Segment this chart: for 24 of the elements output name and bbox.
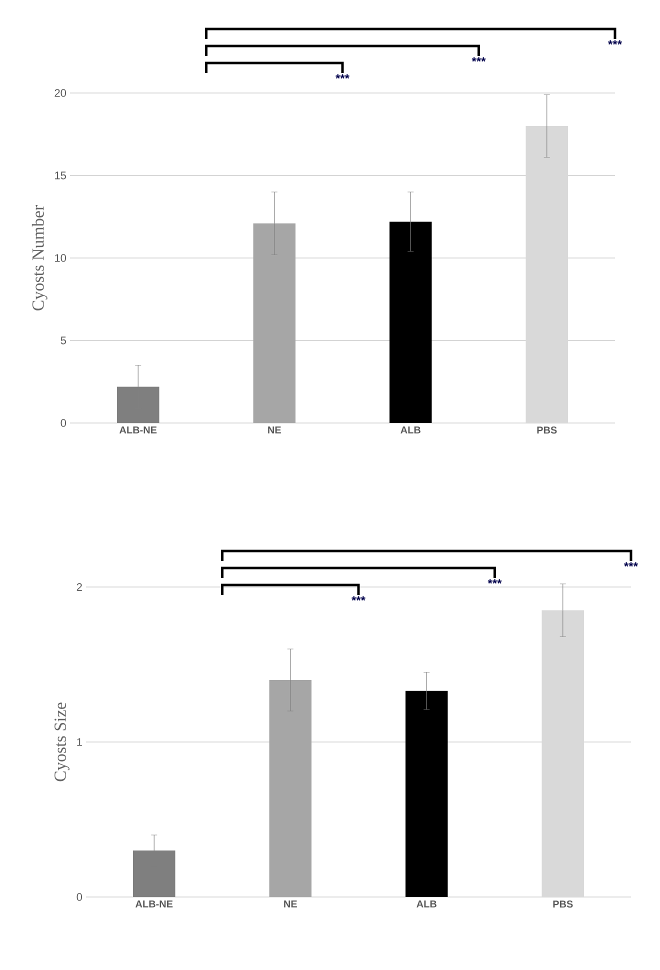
y-tick-label: 10 (55, 254, 66, 262)
x-tick-label: NE (268, 426, 281, 434)
x-tick-label: ALB-NE (135, 900, 173, 908)
y-axis-title: Cyosts Number (32, 205, 48, 310)
x-tick-label: ALB-NE (119, 426, 157, 434)
annotation: *** (352, 596, 366, 601)
y-axis-title: Cyosts Size (54, 702, 70, 782)
x-tick-label: NE (284, 900, 297, 908)
y-tick-label: 20 (54, 89, 66, 97)
y-tick-label: 15 (55, 172, 66, 180)
y-tick-label: 1 (77, 738, 82, 746)
x-tick-label: ALB (416, 900, 436, 908)
text: *** (624, 562, 638, 567)
y-tick-label: 0 (76, 893, 82, 901)
text: *** (472, 57, 486, 62)
y-tick-label: 0 (60, 419, 66, 427)
y-tick-label: 5 (60, 336, 66, 344)
text: *** (608, 40, 622, 45)
x-tick-label: PBS (537, 426, 557, 434)
x-tick-label: PBS (553, 900, 573, 908)
y-tick-label: 2 (76, 583, 82, 591)
x-tick-label: ALB (400, 426, 420, 434)
text: *** (336, 74, 350, 79)
text: *** (488, 579, 502, 584)
